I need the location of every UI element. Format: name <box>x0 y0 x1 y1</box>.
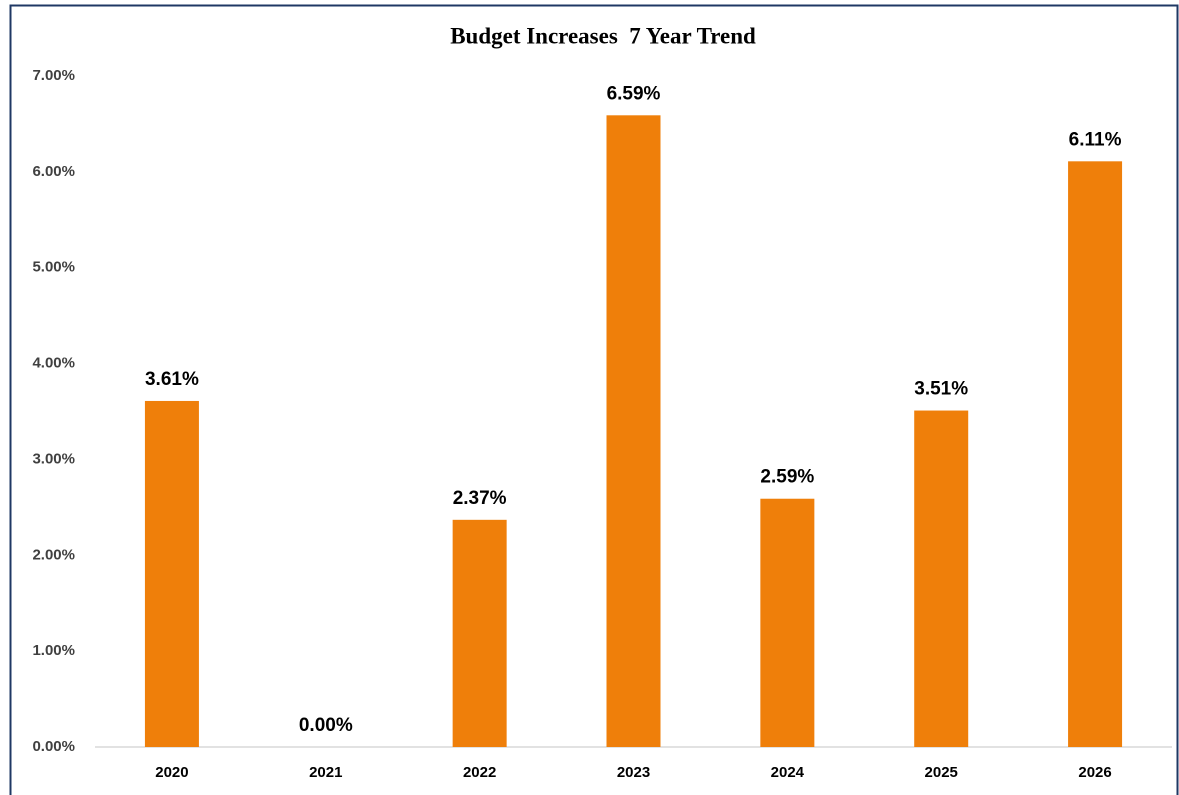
x-tick-label: 2021 <box>309 764 342 781</box>
data-label: 6.59% <box>607 83 661 104</box>
x-tick-label: 2023 <box>617 764 650 781</box>
y-tick-label: 6.00% <box>32 163 75 180</box>
y-tick-label: 3.00% <box>32 450 75 467</box>
x-tick-label: 2026 <box>1078 764 1111 781</box>
x-tick-label: 2022 <box>463 764 496 781</box>
x-tick-label: 2020 <box>155 764 188 781</box>
chart-title: Budget Increases 7 Year Trend <box>450 23 756 48</box>
data-label: 6.11% <box>1069 129 1122 150</box>
bar <box>914 410 969 747</box>
y-tick-label: 0.00% <box>32 738 75 755</box>
y-tick-label: 2.00% <box>32 546 75 563</box>
bar <box>144 400 199 747</box>
chart-border <box>9 4 1179 795</box>
y-tick-label: 5.00% <box>32 259 75 276</box>
data-label: 2.59% <box>760 467 814 488</box>
bar <box>760 498 815 747</box>
bar <box>1068 161 1123 747</box>
data-label: 2.37% <box>453 488 507 509</box>
bar <box>606 115 661 747</box>
data-label: 3.51% <box>914 379 968 400</box>
y-tick-label: 4.00% <box>32 355 75 372</box>
bar <box>452 519 507 747</box>
x-tick-label: 2024 <box>771 764 805 781</box>
x-tick-label: 2025 <box>925 764 958 781</box>
data-label: 0.00% <box>299 715 353 736</box>
y-tick-label: 1.00% <box>32 642 75 659</box>
data-label: 3.61% <box>145 369 199 390</box>
y-tick-label: 7.00% <box>32 67 75 84</box>
